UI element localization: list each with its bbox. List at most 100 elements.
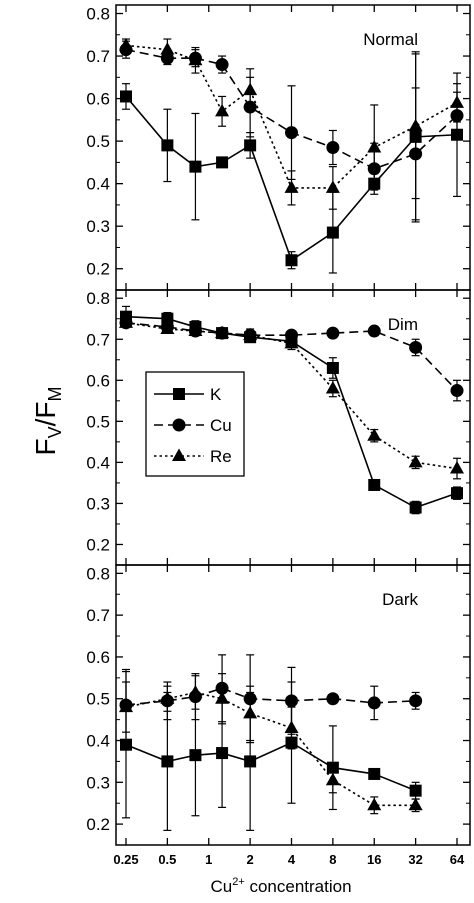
data-point <box>284 335 299 349</box>
data-point <box>368 767 381 780</box>
panel-title: Dim <box>388 315 418 334</box>
data-point <box>160 321 175 334</box>
data-point <box>450 461 464 474</box>
y-tick-label: 0.6 <box>86 648 110 667</box>
x-tick-label: 32 <box>408 852 422 867</box>
data-point <box>188 323 203 337</box>
data-point <box>325 381 340 394</box>
legend-entry-cu: Cu <box>154 416 232 435</box>
series-line <box>125 322 458 392</box>
data-point <box>215 58 229 72</box>
legend-label: Cu <box>210 416 232 435</box>
data-point <box>216 156 229 169</box>
data-point <box>215 103 230 117</box>
data-point <box>161 755 174 768</box>
data-point <box>409 501 422 514</box>
y-tick-label: 0.2 <box>86 260 110 279</box>
panel-frame <box>115 564 471 846</box>
x-tick-label: 8 <box>329 852 336 867</box>
data-point <box>243 82 258 96</box>
data-point <box>408 118 423 132</box>
y-tick-label: 0.5 <box>86 132 110 151</box>
y-tick-label: 0.6 <box>86 90 110 109</box>
data-point <box>368 478 381 491</box>
data-point <box>367 696 381 710</box>
data-point <box>188 684 203 698</box>
data-point <box>450 95 464 108</box>
data-point <box>451 487 463 500</box>
series-re <box>119 315 464 480</box>
y-tick-label: 0.4 <box>86 453 110 472</box>
x-axis-title-sup: 2+ <box>232 876 245 888</box>
x-axis-title: Cu2+ concentration <box>210 876 351 896</box>
y-tick-label: 0.8 <box>86 564 110 583</box>
panel-dark: 0.2 0.3 0.4 0.5 0.6 0.7 0.8 Dark <box>86 564 471 846</box>
series-line <box>125 315 458 509</box>
y-tick-label: 0.7 <box>86 330 110 349</box>
data-point <box>119 37 133 51</box>
y-tick-label: 0.2 <box>86 535 110 554</box>
x-tick-label: 16 <box>367 852 381 867</box>
y-axis-title-slash: /F <box>30 401 61 426</box>
data-point <box>450 384 464 398</box>
legend-marker <box>173 388 185 400</box>
x-tick-label: 4 <box>288 852 296 867</box>
y-tick-label: 0.4 <box>86 175 110 194</box>
data-point <box>189 160 202 173</box>
data-point <box>367 797 382 811</box>
data-point <box>188 52 203 66</box>
data-point <box>284 180 299 193</box>
data-point <box>160 691 175 704</box>
panels-layer: 0.2 0.3 0.4 0.5 0.6 0.7 0.8 Normal 0.2 0.3 0.4 0.5 0… <box>86 4 471 846</box>
series-re <box>119 673 423 815</box>
y-tick-label: 0.8 <box>86 5 110 24</box>
data-point <box>326 141 340 154</box>
legend-entry-k: K <box>154 385 222 404</box>
x-tick-label: 2 <box>247 852 254 867</box>
y-tick-label: 0.3 <box>86 494 110 513</box>
legend-marker <box>172 418 186 432</box>
y-tick-label: 0.2 <box>86 815 110 834</box>
data-point <box>189 749 202 762</box>
legend-label: K <box>210 385 222 404</box>
data-point <box>326 692 340 706</box>
y-tick-label: 0.6 <box>86 371 110 390</box>
legend-box <box>145 371 245 477</box>
data-point <box>326 226 339 239</box>
panel-title: Dark <box>382 590 418 609</box>
x-axis-title-pre: Cu <box>210 877 232 896</box>
series-line <box>125 95 458 262</box>
data-point <box>215 691 230 704</box>
data-point <box>285 694 298 708</box>
y-axis-title: FV/FM <box>30 386 65 455</box>
data-point <box>216 747 229 760</box>
data-point <box>243 327 258 341</box>
y-tick-label: 0.8 <box>86 289 110 308</box>
x-tick-labels: 0.25 0.5 1 2 4 8 16 32 64 <box>113 852 465 867</box>
x-tick-label: 1 <box>205 852 212 867</box>
panel-dim: 0.2 0.3 0.4 0.5 0.6 0.7 0.8 Dim K Cu Re <box>86 289 471 566</box>
x-tick-label: 64 <box>450 852 465 867</box>
x-tick-label: 0.25 <box>113 852 138 867</box>
x-tick-label: 0.5 <box>158 852 176 867</box>
series-line <box>125 322 458 470</box>
data-point <box>325 180 340 193</box>
legend-marker <box>172 448 186 461</box>
y-tick-label: 0.5 <box>86 690 110 709</box>
panel-title: Normal <box>363 30 418 49</box>
x-axis-title-post: concentration <box>245 877 352 896</box>
y-tick-label: 0.4 <box>86 732 110 751</box>
data-point <box>367 140 382 153</box>
data-point <box>244 139 257 152</box>
y-axis-title-sub1: V <box>45 426 65 438</box>
data-point <box>325 772 340 786</box>
legend: K Cu Re <box>145 371 245 477</box>
y-tick-label: 0.3 <box>86 773 110 792</box>
y-axis-title-main: F <box>30 438 61 455</box>
data-point <box>119 699 133 713</box>
panel-normal: 0.2 0.3 0.4 0.5 0.6 0.7 0.8 Normal <box>86 4 471 291</box>
legend-label: Re <box>210 447 232 466</box>
data-point <box>408 454 423 468</box>
data-point <box>119 315 133 328</box>
